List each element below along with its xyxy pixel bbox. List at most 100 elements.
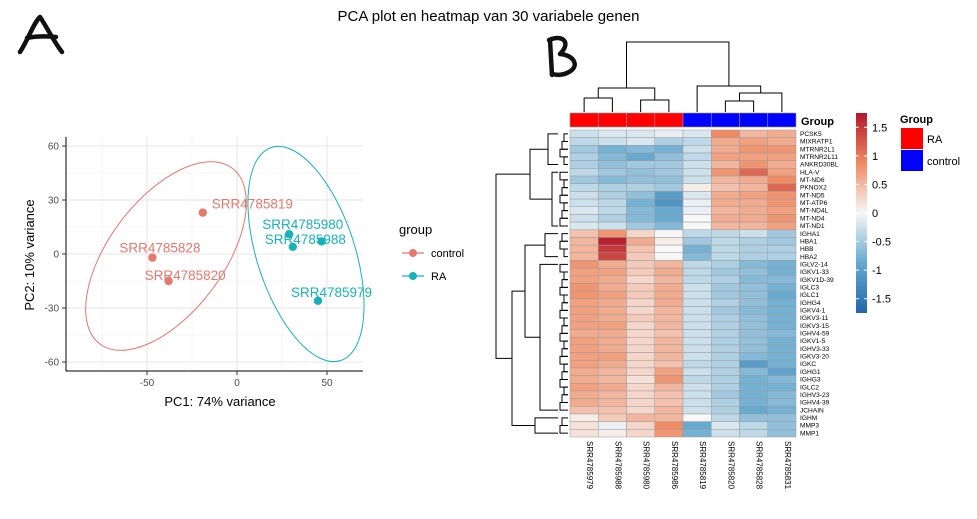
heatmap-cell (739, 175, 768, 184)
heatmap-cell (767, 160, 797, 169)
heatmap-cell (654, 129, 684, 138)
heatmap-cell (711, 290, 740, 300)
heatmap-cell (711, 191, 740, 200)
heatmap-cell (739, 244, 768, 254)
heatmap-cell (598, 290, 627, 300)
heatmap-cell (626, 367, 655, 376)
heatmap-cell (598, 198, 627, 207)
dendrogram-branch (559, 240, 568, 250)
heatmap-cell (626, 145, 655, 154)
heatmap-cell (767, 429, 797, 438)
heatmap-annotation-cell-control (710, 112, 740, 128)
heatmap-cell (626, 321, 655, 330)
heatmap-cell (654, 421, 684, 430)
heatmap-row-label: IGLC1 (800, 292, 819, 299)
heatmap-cell (767, 267, 797, 277)
heatmap-row-label: IGKV3-11 (800, 315, 829, 322)
heatmap-cell (739, 191, 768, 200)
heatmap-cell (654, 390, 684, 399)
heatmap-cell (598, 375, 627, 384)
heatmap-cell (711, 383, 740, 392)
heatmap-cell (739, 221, 768, 231)
heatmap-cell (626, 275, 655, 284)
heatmap-cell (569, 390, 599, 399)
heatmap-row-label: MT-ND4L (800, 208, 829, 215)
heatmap-cell (711, 221, 740, 231)
heatmap-row-label: IGHG3 (800, 377, 821, 384)
heatmap-scale-tick-label: -1 (872, 265, 882, 277)
heatmap-legend-label-ra: RA (927, 134, 943, 146)
heatmap-cell (569, 229, 599, 238)
heatmap-cell (626, 152, 655, 161)
heatmap-column-label: SRR4785820 (726, 441, 735, 490)
heatmap-scale-tick-label: 1.5 (872, 122, 887, 134)
heatmap-row-label: IGKV1-5 (800, 338, 826, 345)
heatmap-cell (654, 367, 684, 376)
heatmap-cell (598, 145, 627, 154)
heatmap-cell (711, 145, 740, 154)
heatmap-cell (767, 145, 797, 154)
dendrogram-branch (696, 85, 762, 112)
heatmap-cell (711, 275, 740, 284)
heatmap-cell (682, 352, 712, 361)
dendrogram-branch (583, 97, 613, 112)
heatmap-column-label: SRR4785979 (585, 441, 594, 490)
heatmap-cell (569, 321, 599, 330)
dendrogram-branch (563, 340, 568, 350)
dendrogram-branch (561, 325, 568, 334)
heatmap-cell (569, 260, 599, 269)
heatmap-cell (598, 183, 627, 192)
heatmap-annotation-cell-control (739, 112, 769, 128)
heatmap-row-label: HBB (800, 246, 814, 253)
dendrogram-branch (559, 424, 568, 434)
dendrogram-branch (559, 332, 568, 342)
heatmap-cell (569, 275, 599, 284)
pca-x-axis-label: PC1: 74% variance (164, 394, 275, 409)
heatmap-cell (711, 336, 740, 346)
heatmap-cell (767, 306, 797, 315)
heatmap-cell (626, 198, 655, 207)
heatmap-annotation-cell-ra (626, 112, 656, 128)
dendrogram-branch (529, 148, 552, 200)
heatmap-cell (654, 267, 684, 277)
heatmap-cell (626, 168, 655, 177)
heatmap-cell (711, 283, 740, 292)
heatmap-cell (682, 129, 712, 138)
heatmap-cell (739, 160, 768, 169)
heatmap-cell (682, 329, 712, 338)
pca-point-label: SRR4785819 (212, 197, 293, 212)
heatmap-cell (654, 413, 684, 422)
heatmap-cell (598, 421, 627, 430)
heatmap-cell (654, 160, 684, 169)
heatmap-row-label: HBA2 (800, 254, 818, 261)
heatmap-cell (682, 267, 712, 277)
heatmap-cell (654, 168, 684, 177)
heatmap-cell (682, 237, 712, 246)
heatmap-row-label: IGKV3-15 (800, 323, 829, 330)
pca-confidence-ellipses (85, 145, 365, 363)
heatmap-cell (739, 375, 768, 384)
heatmap-cell (682, 137, 712, 146)
heatmap-cell (767, 398, 797, 407)
heatmap-cell (739, 360, 768, 369)
heatmap-cell (569, 306, 599, 315)
heatmap-cell (598, 313, 627, 323)
heatmap-column-label: SRR4785980 (642, 441, 651, 490)
heatmap-cell (682, 429, 712, 438)
heatmap-cell (569, 175, 599, 184)
heatmap-cell (739, 275, 768, 284)
heatmap-cell (654, 206, 684, 215)
pca-legend-key-control (402, 249, 424, 257)
heatmap-cell (767, 237, 797, 246)
heatmap-cell (569, 367, 599, 376)
heatmap-cell (569, 206, 599, 215)
heatmap-cell (598, 129, 627, 138)
heatmap-cell (682, 145, 712, 154)
heatmap-cell (739, 352, 768, 361)
heatmap-cell (739, 267, 768, 277)
pca-legend: group control RA (399, 222, 464, 283)
heatmap-cell (654, 229, 684, 238)
heatmap-cell (739, 383, 768, 392)
heatmap-cell (569, 344, 599, 353)
heatmap-cell (626, 175, 655, 184)
